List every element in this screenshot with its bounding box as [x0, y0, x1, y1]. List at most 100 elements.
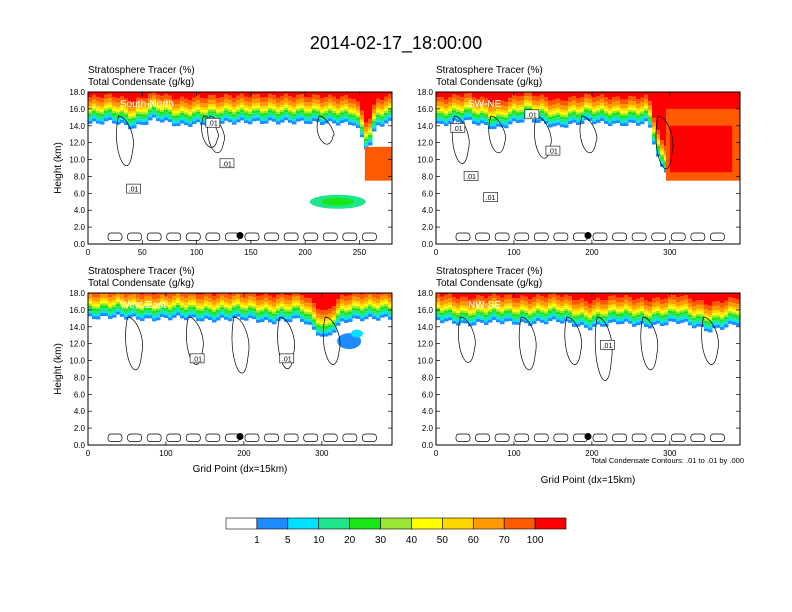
tracer-band-cell	[260, 304, 265, 307]
tracer-band-cell	[584, 317, 589, 320]
tracer-band-cell	[520, 300, 525, 305]
tracer-band-cell	[652, 129, 657, 132]
y-tick-label: 0.0	[422, 441, 434, 450]
tracer-band-cell	[136, 119, 141, 122]
tracer-band-cell	[648, 119, 653, 123]
tracer-band-cell	[156, 315, 161, 318]
tracer-band-cell	[512, 106, 517, 109]
tracer-band-cell	[440, 108, 445, 112]
tracer-band-cell	[492, 111, 497, 114]
tracer-band-cell	[592, 311, 597, 315]
tracer-band-cell	[660, 323, 665, 327]
tracer-band-cell	[284, 92, 289, 94]
tracer-band-cell	[312, 314, 317, 318]
tracer-band-cell	[540, 110, 545, 114]
tracer-band-cell	[232, 313, 237, 316]
tracer-band-cell	[680, 307, 685, 311]
tracer-band-cell	[576, 112, 581, 115]
tracer-band-cell	[476, 112, 481, 115]
tracer-band-cell	[332, 96, 337, 102]
tracer-band-cell	[112, 293, 117, 296]
tracer-band-cell	[216, 312, 221, 316]
tracer-band-cell	[728, 311, 733, 314]
tracer-band-cell	[572, 300, 577, 305]
tracer-band-cell	[276, 97, 281, 103]
tracer-band-cell	[596, 114, 601, 118]
tracer-band-cell	[444, 318, 449, 322]
tracer-band-cell	[388, 115, 393, 118]
tracer-band-cell	[560, 301, 565, 306]
tracer-band-cell	[500, 302, 505, 307]
tracer-band-cell	[636, 115, 641, 118]
contour-line	[322, 232, 338, 241]
contour-line	[185, 232, 201, 241]
tracer-band-cell	[296, 300, 301, 303]
tracer-band-cell	[532, 107, 537, 110]
tracer-band-cell	[140, 308, 145, 311]
tracer-band-cell	[352, 300, 357, 304]
tracer-band-cell	[100, 106, 105, 110]
tracer-band-cell	[228, 100, 233, 105]
tracer-band-cell	[616, 112, 621, 116]
tracer-band-cell	[300, 318, 305, 322]
tracer-band-cell	[300, 293, 305, 296]
tracer-band-cell	[496, 309, 501, 312]
tracer-band-cell	[104, 92, 109, 95]
tracer-band-cell	[192, 314, 197, 318]
tracer-band-cell	[196, 117, 201, 120]
tracer-band-cell	[688, 322, 693, 326]
tracer-band-cell	[640, 119, 645, 122]
tracer-band-cell	[152, 294, 157, 300]
tracer-band-cell	[508, 316, 513, 319]
tracer-band-cell	[108, 98, 113, 103]
tracer-band-cell	[584, 112, 589, 116]
tracer-band-cell	[344, 296, 349, 301]
tracer-band-cell	[636, 110, 641, 114]
tracer-band-cell	[620, 321, 625, 325]
tracer-band-cell	[640, 320, 645, 324]
tracer-band-cell	[376, 308, 381, 311]
tracer-band-cell	[628, 117, 633, 120]
tracer-band-cell	[580, 307, 585, 310]
tracer-band-cell	[200, 303, 205, 307]
tracer-band-cell	[480, 110, 485, 113]
tracer-band-cell	[676, 293, 681, 298]
tracer-band-cell	[260, 111, 265, 114]
tracer-band-cell	[352, 120, 357, 123]
contour-line	[244, 232, 260, 241]
tracer-band-cell	[512, 113, 517, 117]
contour-line	[690, 232, 706, 241]
tracer-band-cell	[388, 98, 393, 104]
tracer-band-cell	[652, 117, 657, 123]
tracer-band-cell	[320, 331, 325, 334]
tracer-band-cell	[612, 309, 617, 312]
tracer-band-cell	[372, 297, 377, 302]
tracer-band-cell	[236, 109, 241, 112]
tracer-band-cell	[520, 104, 525, 108]
tracer-band-cell	[172, 123, 177, 127]
tracer-band-cell	[440, 315, 445, 319]
tracer-band-cell	[288, 300, 293, 305]
tracer-band-cell	[260, 309, 265, 312]
tracer-band-cell	[256, 305, 261, 308]
tracer-band-cell	[224, 307, 229, 310]
tracer-band-cell	[368, 132, 373, 135]
tracer-band-cell	[292, 119, 297, 122]
tracer-band-cell	[176, 312, 181, 316]
tracer-band-cell	[216, 112, 221, 115]
tracer-band-cell	[152, 99, 157, 103]
contour-line	[264, 232, 279, 241]
tracer-band-cell	[632, 101, 637, 106]
tracer-band-cell	[280, 100, 285, 105]
tracer-band-cell	[228, 318, 233, 322]
tracer-band-cell	[184, 302, 189, 305]
tracer-band-cell	[440, 296, 445, 302]
tracer-band-cell	[336, 313, 341, 316]
tracer-band-cell	[360, 310, 365, 314]
tracer-band-cell	[200, 293, 205, 295]
tracer-band-cell	[688, 303, 693, 308]
tracer-band-cell	[144, 121, 149, 125]
tracer-band-cell	[628, 96, 633, 101]
tracer-band-cell	[112, 118, 117, 121]
tracer-band-cell	[300, 117, 305, 121]
